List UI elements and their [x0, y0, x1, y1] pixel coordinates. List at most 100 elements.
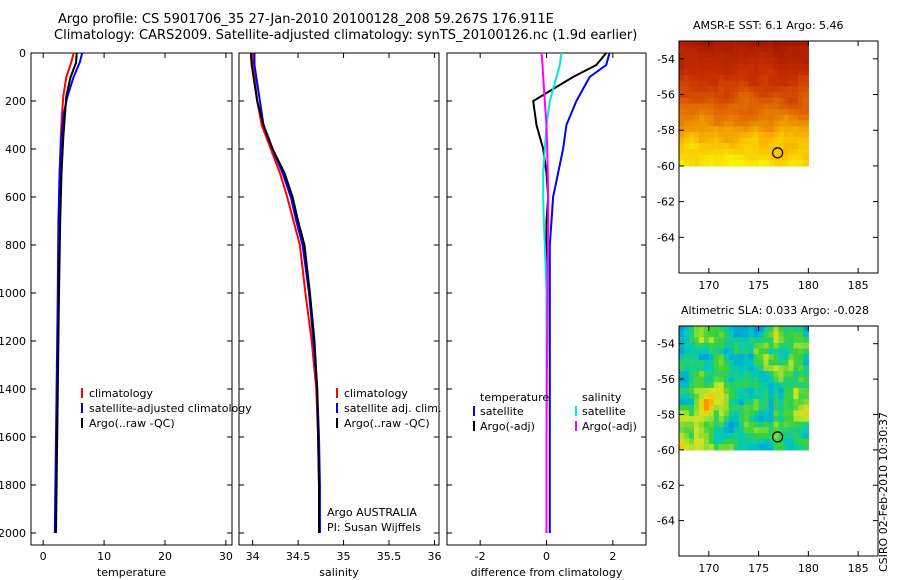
sla-map-cell: [703, 371, 710, 378]
sla-map-cell: [688, 416, 695, 423]
sst-map-cell: [803, 154, 809, 161]
sla-map-cell: [718, 342, 725, 350]
sst-map-cell: [708, 120, 715, 127]
sst-map-cell: [783, 120, 790, 127]
sst-map-cell: [723, 148, 730, 156]
sst-map-cell: [683, 41, 690, 48]
sla-map-cell: [718, 399, 725, 406]
sst-map-cell: [743, 97, 750, 105]
sst-map-cell: [703, 86, 710, 93]
sst-map-cell: [778, 63, 785, 70]
sst-map-cell: [763, 75, 770, 82]
sst-map-cell: [703, 80, 710, 88]
sst-map-cell: [798, 75, 804, 82]
sla-map-cell: [753, 444, 760, 451]
sla-map-cell: [703, 387, 710, 395]
sst-map-cell: [728, 131, 735, 139]
sst-map-cell: [803, 52, 809, 59]
sst-map-cell: [798, 114, 804, 122]
sla-map-cell: [708, 348, 715, 355]
sst-map-cell: [768, 126, 775, 133]
sst-map-cell: [763, 52, 770, 59]
sst-map-cell: [763, 86, 770, 93]
sla-map-cell: [773, 432, 780, 440]
sla-map-cell: [693, 393, 700, 400]
sla-map-cell: [733, 331, 740, 338]
sst-map-cell: [743, 154, 750, 161]
sla-map-cell: [679, 387, 685, 395]
sst-map-cell: [798, 148, 804, 156]
sst-map-cell: [713, 75, 720, 82]
sla-map-cell: [778, 365, 785, 372]
sla-map-cell: [733, 365, 740, 372]
figure-title-line2: Climatology: CARS2009. Satellite-adjuste…: [54, 28, 638, 43]
sla-map-cell: [763, 348, 770, 355]
sla-map-cell: [728, 427, 735, 434]
sla-map-cell: [758, 427, 765, 434]
sla-map-cell: [688, 444, 695, 451]
sla-map-cell: [698, 342, 705, 350]
sla-map-cell: [703, 432, 710, 440]
sst-map-cell: [768, 137, 775, 144]
sst-map-cell: [793, 75, 799, 82]
sst-map-cell: [773, 41, 780, 48]
sla-map-cell: [748, 438, 755, 445]
sla-map-cell: [753, 421, 760, 428]
sst-map-cell: [798, 46, 804, 53]
sla-map-cell: [803, 331, 809, 338]
sla-map-cell: [778, 376, 785, 383]
sst-map-cell: [768, 160, 775, 167]
sla-map-cell: [718, 416, 725, 423]
sla-map-cell: [793, 331, 799, 338]
sla-map-cell: [773, 359, 780, 367]
sst-map-cell: [748, 97, 755, 105]
sla-map-cell: [703, 393, 710, 400]
sla-map-cell: [698, 382, 705, 389]
sla-map-cell: [773, 376, 780, 383]
sla-map-cell: [698, 444, 705, 451]
sla-map-cell: [703, 416, 710, 423]
sst-map-cell: [688, 75, 695, 82]
sla-map-cell: [683, 382, 690, 389]
sla-map-cell: [768, 348, 775, 355]
sst-map-cell: [708, 154, 715, 161]
sla-map-cell: [703, 331, 710, 338]
sla-map-cell: [743, 354, 750, 361]
sla-map-cell: [743, 416, 750, 423]
sst-map-cell: [778, 148, 785, 156]
sla-map-cell: [763, 393, 770, 400]
sst-map-cell: [728, 143, 735, 150]
sst-map-cell: [723, 137, 730, 144]
sst-map-cell: [803, 97, 809, 105]
sla-map-cell: [758, 371, 765, 378]
sst-map-cell: [753, 114, 760, 122]
sla-map-cell: [788, 326, 795, 333]
difference-xtick-label: -2: [475, 550, 486, 563]
sla-map-cell: [743, 342, 750, 350]
sst-map-cell: [763, 160, 770, 167]
sst-map-cell: [693, 126, 700, 133]
sst-map-float-marker: [772, 147, 784, 159]
sla-map-cell: [743, 382, 750, 389]
sla-map-cell: [758, 404, 765, 412]
sla-map-cell: [679, 376, 685, 383]
sla-map-cell: [743, 404, 750, 412]
sst-map-cell: [748, 160, 755, 167]
sst-map-cell: [788, 120, 795, 127]
sla-map-cell: [753, 354, 760, 361]
sst-map-cell: [778, 120, 785, 127]
sla-map-cell: [778, 326, 785, 333]
sst-map-cell: [738, 69, 745, 76]
sla-map-cell: [688, 438, 695, 445]
sla-map-cell: [793, 382, 799, 389]
sla-map-cell: [803, 382, 809, 389]
sla-map-cell: [693, 399, 700, 406]
sla-map-cell: [738, 416, 745, 423]
sla-map-cell: [679, 365, 685, 372]
sla-map-cell: [698, 376, 705, 383]
sla-map-cell: [743, 359, 750, 367]
sst-map-cell: [688, 154, 695, 161]
figure-title-line1: Argo profile: CS 5901706_35 27-Jan-2010 …: [58, 12, 554, 27]
sla-map-cell: [708, 427, 715, 434]
sst-map-cell: [733, 41, 740, 48]
